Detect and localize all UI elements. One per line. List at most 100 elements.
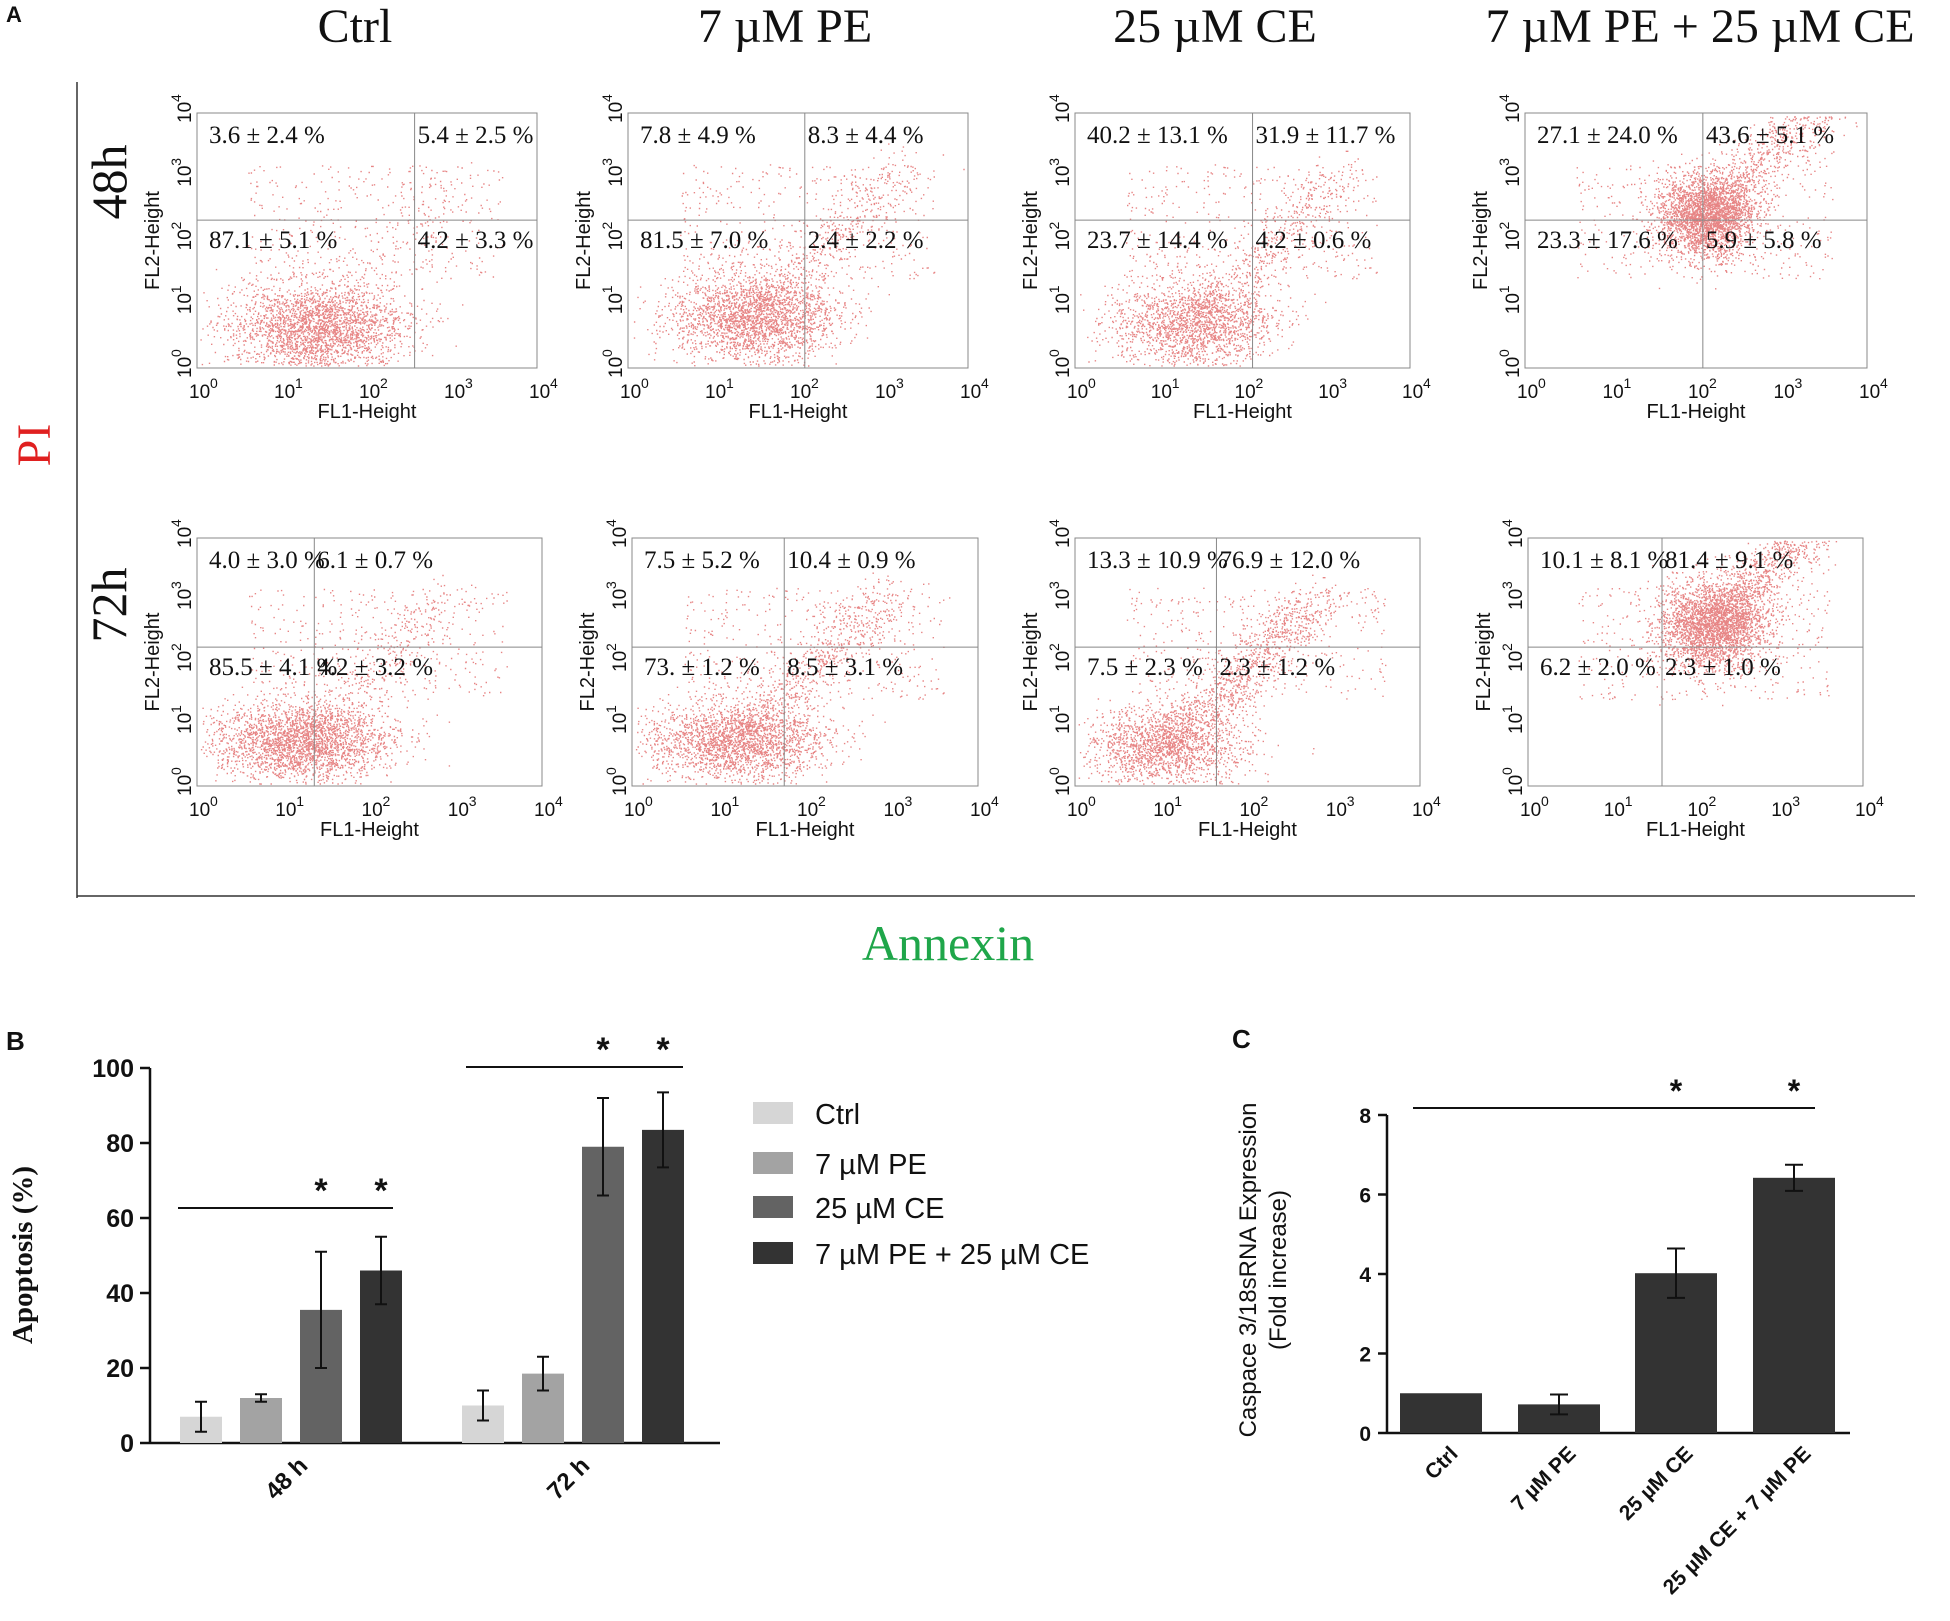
quadrant-ul-value: 10.1 ± 8.1 % bbox=[1540, 547, 1668, 574]
c-bar bbox=[1400, 1393, 1482, 1433]
x-tick-label: 10 4 bbox=[1412, 793, 1441, 821]
b-significance-star: * bbox=[314, 1172, 328, 1210]
x-tick-exp: 4 bbox=[550, 375, 558, 391]
x-tick-exp: 1 bbox=[1624, 375, 1632, 391]
x-tick-label: 10 4 bbox=[970, 793, 999, 821]
x-tick-label: 10 2 bbox=[362, 793, 391, 821]
y-tick-label: 100 bbox=[603, 767, 631, 796]
y-tick-exp: 3 bbox=[168, 581, 184, 589]
x-tick-exp: 0 bbox=[641, 375, 649, 391]
column-title: 7 µM PE + 25 µM CE bbox=[1485, 0, 1914, 53]
b-category-label: 72 h bbox=[542, 1452, 595, 1505]
quadrant-ur-value: 81.4 ± 9.1 % bbox=[1665, 547, 1793, 574]
y-tick-label: 101 bbox=[603, 705, 631, 734]
y-tick-label: 101 bbox=[1046, 705, 1074, 734]
y-tick-exp: 1 bbox=[603, 705, 619, 713]
y-tick-base: 10 bbox=[1506, 651, 1527, 672]
y-tick-base: 10 bbox=[175, 589, 196, 610]
x-tick-exp: 3 bbox=[465, 375, 473, 391]
x-tick-exp: 1 bbox=[1172, 375, 1180, 391]
x-tick-label: 10 4 bbox=[1855, 793, 1884, 821]
quadrant-ll-value: 23.7 ± 14.4 % bbox=[1087, 227, 1228, 254]
b-y-tick-label: 80 bbox=[106, 1130, 134, 1158]
y-tick-base: 10 bbox=[1053, 102, 1074, 123]
plot-frame bbox=[631, 537, 979, 787]
x-tick-label: 10 3 bbox=[444, 375, 473, 403]
dot-cloud bbox=[635, 572, 951, 785]
plot-y-label: FL2-Height bbox=[577, 612, 599, 711]
b-significance-star: * bbox=[596, 1031, 610, 1069]
x-tick-exp: 3 bbox=[905, 793, 913, 809]
scatter-dots bbox=[1578, 540, 1838, 707]
x-tick-label: 10 0 bbox=[1067, 793, 1096, 821]
y-tick-exp: 3 bbox=[599, 158, 615, 166]
plot-y-label: FL2-Height bbox=[1470, 191, 1492, 290]
x-tick-base: 10 bbox=[444, 382, 465, 403]
b-y-tick-label: 40 bbox=[106, 1280, 134, 1308]
y-tick-base: 10 bbox=[175, 229, 196, 250]
y-tick-base: 10 bbox=[1503, 166, 1524, 187]
x-tick-base: 10 bbox=[362, 800, 383, 821]
x-tick-label: 10 3 bbox=[1326, 793, 1355, 821]
y-tick-base: 10 bbox=[1053, 651, 1074, 672]
x-tick-base: 10 bbox=[1603, 382, 1624, 403]
quadrant-lr-value: 4.2 ± 3.2 % bbox=[317, 654, 433, 681]
x-tick-label: 10 1 bbox=[1153, 793, 1182, 821]
quadrant-ur-value: 43.6 ± 5.1 % bbox=[1706, 122, 1834, 149]
plot-x-label: FL1-Height bbox=[318, 401, 417, 423]
plot-y-label: FL2-Height bbox=[142, 612, 164, 711]
x-tick-base: 10 bbox=[529, 382, 550, 403]
x-tick-label: 10 3 bbox=[1318, 375, 1347, 403]
y-tick-base: 10 bbox=[606, 229, 627, 250]
quadrant-lr-value: 4.2 ± 0.6 % bbox=[1256, 227, 1372, 254]
y-tick-exp: 4 bbox=[1046, 94, 1062, 102]
x-tick-exp: 4 bbox=[1876, 793, 1884, 809]
quadrant-lr-value: 2.3 ± 1.2 % bbox=[1219, 654, 1335, 681]
y-tick-exp: 4 bbox=[599, 94, 615, 102]
x-tick-exp: 2 bbox=[1709, 375, 1717, 391]
b-bar bbox=[642, 1129, 684, 1443]
y-tick-label: 102 bbox=[1499, 643, 1527, 672]
x-tick-base: 10 bbox=[1067, 800, 1088, 821]
x-tick-exp: 4 bbox=[555, 793, 563, 809]
dot-cloud bbox=[1078, 574, 1387, 785]
annexin-axis-title: Annexin bbox=[862, 915, 1034, 971]
b-legend-label: 7 µM PE bbox=[815, 1149, 927, 1181]
scatter-dots bbox=[200, 574, 508, 785]
panel-a-label: A bbox=[6, 2, 22, 27]
quadrant-ul-value: 40.2 ± 13.1 % bbox=[1087, 122, 1228, 149]
c-bar bbox=[1635, 1273, 1717, 1433]
column-title: 25 µM CE bbox=[1113, 0, 1317, 53]
plot-x-label: FL1-Height bbox=[1198, 819, 1297, 841]
plot-x-label: FL1-Height bbox=[756, 819, 855, 841]
quadrant-ul-value: 7.8 ± 4.9 % bbox=[640, 122, 756, 149]
scatter-dots bbox=[200, 162, 504, 367]
x-tick-exp: 2 bbox=[811, 375, 819, 391]
panel-b-chart: 0 20 40 60 80 100 Apoptosis (%) 48 h 72 h * * * * Ctr… bbox=[7, 1031, 1089, 1505]
y-tick-exp: 2 bbox=[599, 222, 615, 230]
y-tick-base: 10 bbox=[1053, 775, 1074, 796]
y-tick-label: 104 bbox=[599, 94, 627, 123]
x-tick-label: 10 2 bbox=[1688, 793, 1717, 821]
x-tick-exp: 1 bbox=[732, 793, 740, 809]
quadrant-lr-value: 8.5 ± 3.1 % bbox=[787, 654, 903, 681]
y-tick-base: 10 bbox=[1053, 527, 1074, 548]
x-tick-base: 10 bbox=[1235, 382, 1256, 403]
x-tick-base: 10 bbox=[1604, 800, 1625, 821]
b-legend-entry: 7 µM PE + 25 µM CE bbox=[753, 1239, 1089, 1271]
c-category-label: Ctrl bbox=[1421, 1442, 1463, 1484]
y-tick-exp: 1 bbox=[168, 285, 184, 293]
c-y-axis-title-line1: Caspace 3/18sRNA Expression bbox=[1235, 1103, 1262, 1438]
y-tick-exp: 0 bbox=[603, 767, 619, 775]
y-tick-exp: 1 bbox=[1046, 285, 1062, 293]
quadrant-ur-value: 6.1 ± 0.7 % bbox=[317, 547, 433, 574]
y-tick-base: 10 bbox=[175, 713, 196, 734]
x-tick-base: 10 bbox=[534, 800, 555, 821]
quadrant-ur-value: 8.3 ± 4.4 % bbox=[808, 122, 924, 149]
x-tick-exp: 4 bbox=[1423, 375, 1431, 391]
y-tick-exp: 0 bbox=[168, 767, 184, 775]
y-tick-base: 10 bbox=[610, 651, 631, 672]
quadrant-ur-value: 10.4 ± 0.9 % bbox=[787, 547, 915, 574]
y-tick-base: 10 bbox=[1053, 166, 1074, 187]
x-tick-label: 10 0 bbox=[620, 375, 649, 403]
